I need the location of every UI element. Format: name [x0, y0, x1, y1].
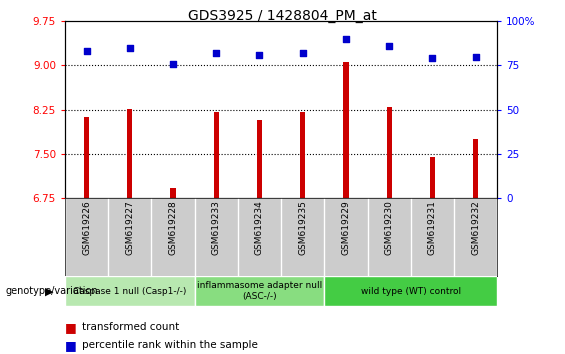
Point	[385, 43, 394, 49]
Point	[125, 45, 134, 51]
Bar	[344, 62, 349, 198]
Text: GDS3925 / 1428804_PM_at: GDS3925 / 1428804_PM_at	[188, 9, 377, 23]
Text: wild type (WT) control: wild type (WT) control	[360, 287, 461, 296]
Point	[298, 50, 307, 56]
Bar	[473, 139, 478, 198]
Text: GSM619233: GSM619233	[212, 201, 221, 256]
Text: transformed count: transformed count	[82, 322, 179, 332]
Text: GSM619229: GSM619229	[341, 201, 350, 255]
Bar	[214, 112, 219, 198]
Bar	[84, 118, 89, 198]
Bar	[386, 107, 392, 198]
Text: GSM619234: GSM619234	[255, 201, 264, 255]
Point	[255, 52, 264, 58]
Text: GSM619235: GSM619235	[298, 201, 307, 256]
Bar	[194, 276, 324, 306]
Text: GSM619227: GSM619227	[125, 201, 134, 255]
Text: GSM619226: GSM619226	[82, 201, 91, 255]
Point	[428, 56, 437, 61]
Text: GSM619228: GSM619228	[168, 201, 177, 255]
Bar	[300, 112, 305, 198]
Point	[168, 61, 177, 67]
Text: GSM619231: GSM619231	[428, 201, 437, 256]
Point	[341, 36, 350, 42]
Text: Caspase 1 null (Casp1-/-): Caspase 1 null (Casp1-/-)	[73, 287, 186, 296]
Bar	[171, 188, 176, 198]
Point	[471, 54, 480, 59]
Text: inflammasome adapter null
(ASC-/-): inflammasome adapter null (ASC-/-)	[197, 281, 322, 301]
Bar	[65, 276, 194, 306]
Text: ■: ■	[65, 321, 77, 334]
Bar	[430, 157, 435, 198]
Point	[82, 48, 91, 54]
Text: percentile rank within the sample: percentile rank within the sample	[82, 340, 258, 350]
Point	[212, 50, 221, 56]
Bar	[127, 109, 132, 198]
Bar	[324, 276, 497, 306]
Text: GSM619230: GSM619230	[385, 201, 394, 256]
Text: ■: ■	[65, 339, 77, 352]
Text: genotype/variation: genotype/variation	[6, 286, 98, 296]
Bar	[257, 120, 262, 198]
Text: GSM619232: GSM619232	[471, 201, 480, 255]
Text: ▶: ▶	[45, 286, 54, 296]
